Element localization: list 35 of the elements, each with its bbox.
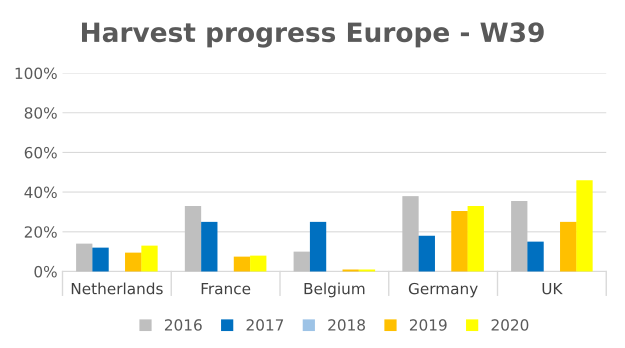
bar xyxy=(250,256,266,272)
chart-title: Harvest progress Europe - W39 xyxy=(82,22,544,48)
x-tick-label: France xyxy=(202,283,250,294)
y-tick-label: 100% xyxy=(16,68,57,80)
legend-label: 2019 xyxy=(410,319,447,331)
bar xyxy=(527,242,544,272)
bar xyxy=(201,222,218,272)
y-tick-label: 60% xyxy=(24,146,57,158)
bar xyxy=(141,246,158,272)
legend-label: 2016 xyxy=(164,319,202,331)
bar xyxy=(184,206,202,272)
x-tick-label: Netherlands xyxy=(72,282,163,294)
x-tick-label: Germany xyxy=(408,282,478,298)
legend-label: 2018 xyxy=(328,319,365,331)
y-tick-label: 80% xyxy=(24,107,57,119)
bar xyxy=(511,201,528,272)
bar xyxy=(234,256,250,272)
y-tick-label: 40% xyxy=(24,186,57,198)
bar xyxy=(402,196,419,272)
bar xyxy=(76,244,92,272)
bar xyxy=(418,236,435,272)
legend-label: 2020 xyxy=(492,319,528,331)
bar xyxy=(576,180,593,272)
legend-label: 2017 xyxy=(246,319,284,331)
y-tick-label: 20% xyxy=(24,226,57,238)
bar xyxy=(468,206,484,272)
bar xyxy=(294,252,310,272)
bar xyxy=(92,248,109,272)
bar xyxy=(451,210,468,272)
bar xyxy=(560,222,576,272)
bar xyxy=(125,252,142,272)
x-tick-label: UK xyxy=(542,283,563,294)
x-tick-label: Belgium xyxy=(304,282,364,298)
y-tick-label: 0% xyxy=(34,266,57,278)
bar xyxy=(310,222,326,272)
